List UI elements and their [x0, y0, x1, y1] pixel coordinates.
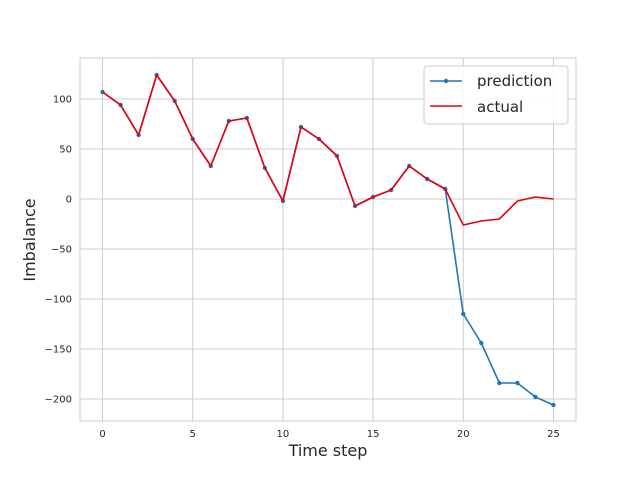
- legend-prediction-label: prediction: [477, 72, 552, 90]
- prediction-point: [461, 311, 466, 317]
- y-tick-label: −150: [45, 345, 72, 356]
- x-axis-title: Time step: [288, 441, 368, 460]
- prediction-point: [515, 380, 520, 386]
- prediction-point: [497, 380, 502, 386]
- legend-actual-label: actual: [477, 98, 523, 116]
- prediction-point: [551, 402, 556, 408]
- y-tick-label: 100: [53, 95, 72, 106]
- grid: [80, 58, 576, 421]
- prediction-point: [533, 394, 538, 400]
- actual-series-line: [102, 74, 554, 226]
- legend: prediction actual: [423, 65, 569, 125]
- prediction-point: [479, 340, 484, 346]
- y-tick-label: −50: [51, 245, 72, 256]
- y-tick-label: −200: [45, 395, 72, 406]
- series-lines: [100, 72, 556, 408]
- legend-prediction-marker: [443, 78, 449, 84]
- x-tick-label: 0: [99, 429, 105, 440]
- y-axis-title: Imbalance: [20, 198, 39, 281]
- x-tick-label: 20: [457, 429, 470, 440]
- x-tick-label: 10: [277, 429, 290, 440]
- x-tick-label: 25: [547, 429, 560, 440]
- x-tick-label: 5: [190, 429, 196, 440]
- y-tick-label: 0: [66, 195, 72, 206]
- y-tick-label: −100: [45, 295, 72, 306]
- x-tick-label: 15: [367, 429, 380, 440]
- tick-labels: 0 5 10 15 20 25 −200 −150 −100 −50 0 50 100: [45, 95, 560, 441]
- y-tick-label: 50: [59, 145, 72, 156]
